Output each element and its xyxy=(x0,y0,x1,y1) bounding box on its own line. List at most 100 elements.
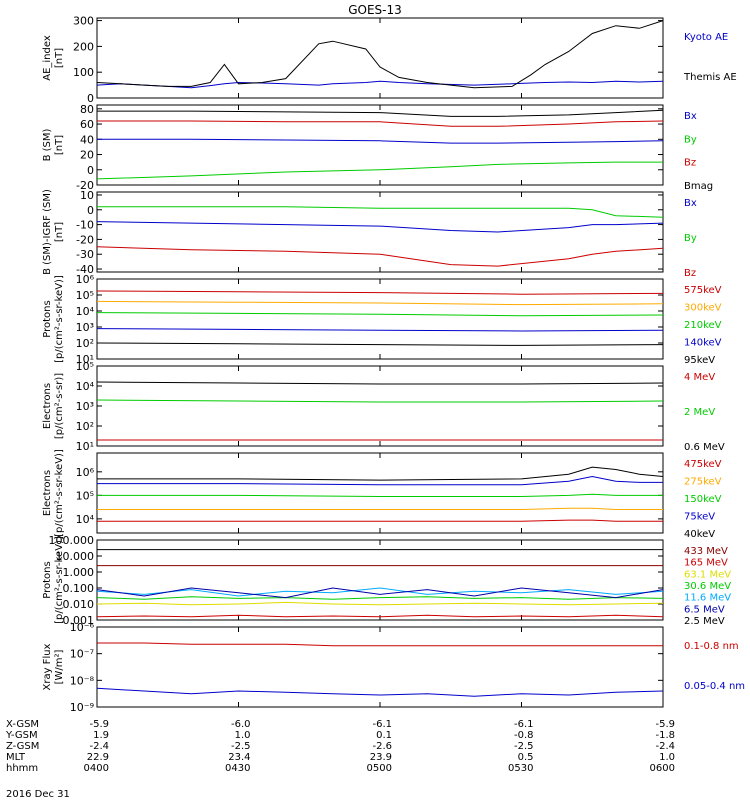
y-tick-label: 80 xyxy=(80,103,94,116)
series-line-Bz xyxy=(96,246,664,267)
legend-entry: 63.1 MeV xyxy=(684,569,731,580)
legend-entry: 165 MeV xyxy=(684,558,728,569)
y-tick-label: 40 xyxy=(80,133,94,146)
panel-0: 0 100 200 300 AE_index [nT] Kyoto AE Themis AE xyxy=(42,15,737,105)
y-tick-label: 300 xyxy=(73,15,94,28)
y-tick-label: 100.000 xyxy=(49,534,95,547)
legend-entry: 6.5 MeV xyxy=(684,604,725,615)
y-axis-label: Protons xyxy=(42,300,53,337)
footer-value: -5.9 xyxy=(89,719,109,730)
y-tick-label: 60 xyxy=(80,118,94,131)
y-tick-label: 10.000 xyxy=(56,550,95,563)
footer-value: 0530 xyxy=(508,763,533,774)
y-axis-label: [nT] xyxy=(54,222,65,242)
y-tick-label: 10³ xyxy=(76,321,94,334)
footer-row-label: MLT xyxy=(6,752,26,763)
footer-value: -2.5 xyxy=(514,741,534,752)
date-label: 2016 Dec 31 xyxy=(6,789,70,800)
panel-5: 10⁴ 10⁵ 10⁶ Electrons [p/(cm²-s-sr-keV)] 475k… xyxy=(42,449,722,540)
panel-frame xyxy=(96,365,664,447)
series-line-Kyoto-AE xyxy=(96,80,664,89)
legend-entry: By xyxy=(684,233,697,244)
series-line-0.6-MeV xyxy=(96,381,664,385)
y-axis-label: Protons xyxy=(42,561,53,598)
y-tick-label: -20 xyxy=(76,179,94,192)
panel-7: 10⁻⁹ 10⁻⁸ 10⁻⁷ 10⁻⁶ Xray Flux [W/m²] 0.1-0.8 n… xyxy=(42,621,745,714)
series-line-By xyxy=(97,206,664,218)
y-tick-label: 0 xyxy=(87,164,94,177)
y-tick-label: 10⁶ xyxy=(76,273,95,286)
y-tick-label: 10⁶ xyxy=(76,466,95,479)
legend-entry: Themis AE xyxy=(683,72,737,83)
footer-value: 0400 xyxy=(84,763,109,774)
footer-row-label: Y-GSM xyxy=(5,730,38,741)
footer-value: 1.9 xyxy=(93,730,109,741)
footer-value: -2.4 xyxy=(89,741,109,752)
y-axis-label: [W/m²] xyxy=(54,649,65,684)
footer-ephemeris: X-GSMY-GSMZ-GSMMLThhmm-5.91.9-2.422.9040… xyxy=(5,719,675,774)
series-line-11.6-MeV xyxy=(96,587,664,597)
series-line-165-MeV xyxy=(96,614,664,618)
y-axis-label: Xray Flux xyxy=(42,643,53,690)
legend-entry: 433 MeV xyxy=(684,546,728,557)
footer-value: -1.8 xyxy=(655,730,675,741)
footer-value: 22.9 xyxy=(87,752,109,763)
series-line-Bmag xyxy=(97,109,664,117)
series-line-210keV xyxy=(96,312,664,317)
y-axis-label: [p/(cm²-s-sr-keV)] xyxy=(54,536,65,624)
y-axis-label: [p/(cm²-s-sr-keV)] xyxy=(54,449,65,537)
legend-entry: 75keV xyxy=(684,512,715,523)
y-tick-label: 1.000 xyxy=(63,566,95,579)
footer-value: 1.0 xyxy=(659,752,675,763)
footer-row-label: Z-GSM xyxy=(6,741,39,752)
legend-entry: 2 MeV xyxy=(684,407,715,418)
legend-entry: By xyxy=(684,134,697,145)
series-line-Bz xyxy=(97,120,664,127)
legend-entry: 575keV xyxy=(684,285,722,296)
panel-6: 0.001 0.010 0.100 1.000 10.000 100.000 Protons… xyxy=(42,534,731,627)
footer-value: 1.0 xyxy=(235,730,251,741)
y-tick-label: 10⁵ xyxy=(76,489,94,502)
series-line-275keV xyxy=(97,507,663,510)
series-line-By xyxy=(96,161,663,180)
panel-frame xyxy=(96,539,664,621)
panel-frame xyxy=(96,191,664,273)
footer-value: 23.4 xyxy=(228,752,250,763)
legend-entry: Bx xyxy=(684,111,697,122)
plot-title: GOES-13 xyxy=(348,3,402,17)
series-line-95keV xyxy=(96,342,664,346)
series-line-30.6-MeV xyxy=(96,596,664,600)
series-line-0.1-0.8-nm xyxy=(97,642,663,647)
legend-entry: 275keV xyxy=(684,477,722,488)
footer-value: 0430 xyxy=(225,763,250,774)
y-tick-label: 0 xyxy=(87,204,94,217)
footer-value: 0600 xyxy=(650,763,675,774)
legend-entry: 40keV xyxy=(684,529,715,540)
y-tick-label: 10⁵ xyxy=(76,360,94,373)
y-axis-label: [p/(cm²-s-sr)] xyxy=(54,373,65,439)
y-tick-label: 10 xyxy=(80,189,94,202)
y-axis-label: Electrons xyxy=(42,383,53,429)
panel-3: 10¹ 10² 10³ 10⁴ 10⁵ 10⁶ Protons [p/(cm²-s-sr-ke… xyxy=(42,273,722,366)
y-tick-label: 100 xyxy=(73,66,94,79)
footer-value: 0.5 xyxy=(518,752,534,763)
legend-entry: 475keV xyxy=(684,459,722,470)
y-tick-label: 10¹ xyxy=(76,353,94,366)
y-tick-label: -10 xyxy=(76,219,94,232)
series-line-Bx xyxy=(97,138,664,144)
series-line-40keV xyxy=(97,466,664,481)
panel-2: -40 -30 -20-10 0 10 B (SM)-IGRF (SM) [nT] Bx By B… xyxy=(42,189,697,279)
footer-value: -0.8 xyxy=(514,730,534,741)
y-axis-label: B (SM)-IGRF (SM) xyxy=(42,189,53,275)
footer-value: -5.9 xyxy=(655,719,675,730)
series-line-Themis-AE xyxy=(96,20,664,89)
y-tick-label: 10⁴ xyxy=(76,380,95,393)
y-tick-label: 10⁻⁷ xyxy=(70,648,94,661)
legend-entry: Bz xyxy=(684,158,696,169)
series-line-150keV xyxy=(97,493,663,497)
legend-entry: Kyoto AE xyxy=(684,32,728,43)
y-tick-label: 10¹ xyxy=(76,440,94,453)
y-axis-label: [p/(cm²-s-sr-keV)] xyxy=(54,275,65,363)
